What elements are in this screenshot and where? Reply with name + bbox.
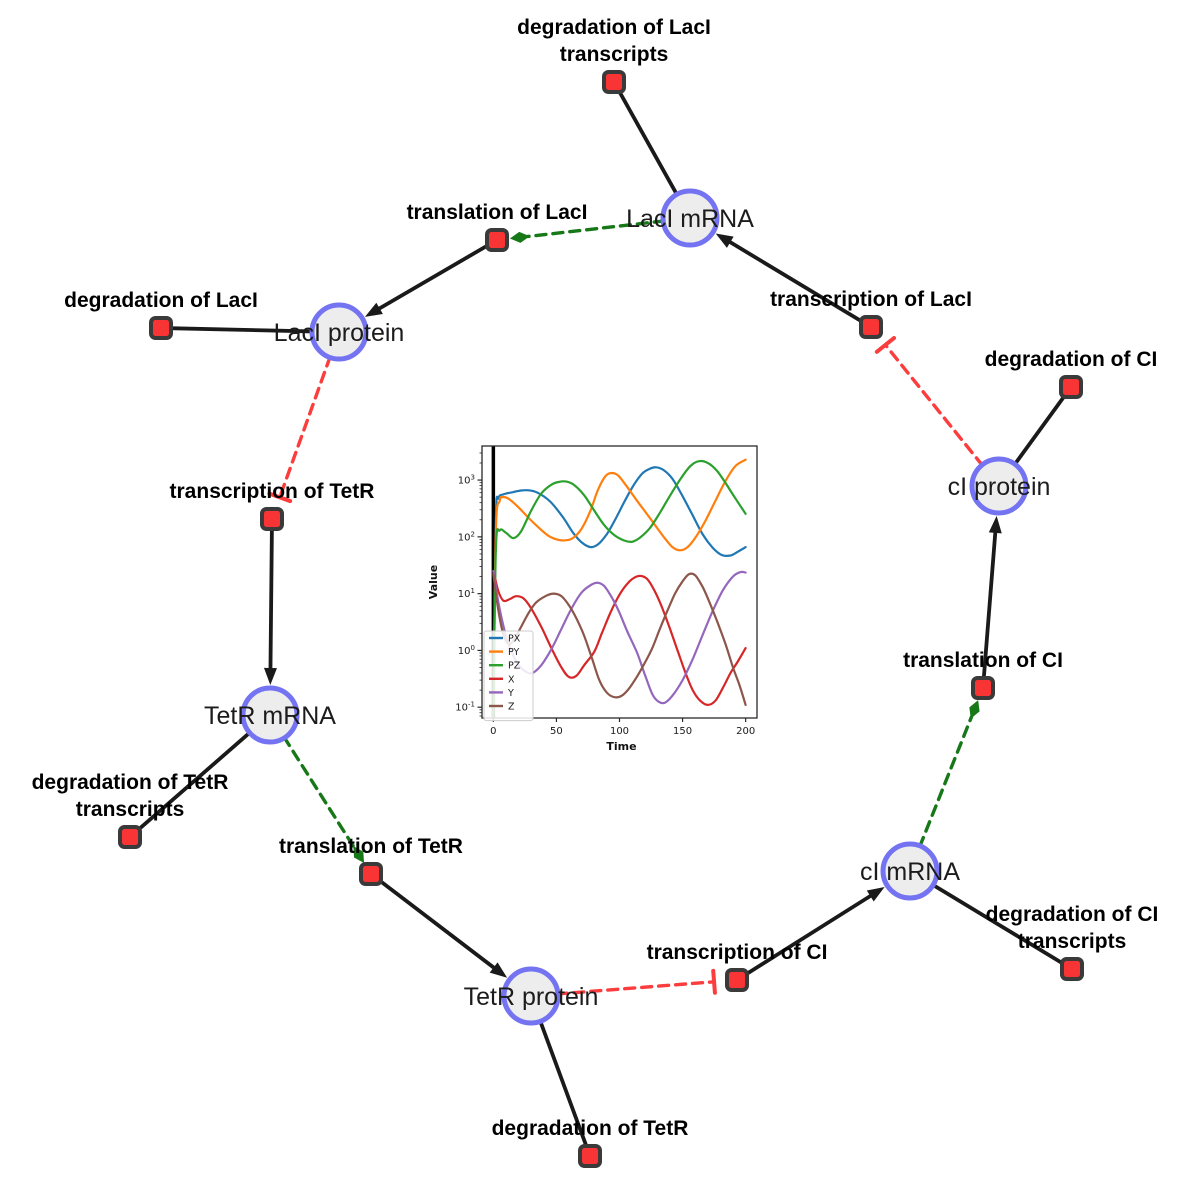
species-label-laci_protein: LacI protein (274, 319, 405, 347)
inhibition-tbar (874, 336, 896, 354)
reaction-label-deg_tetr_tx-line2: transcripts (76, 798, 185, 821)
edge-production-transl_ci-to-ci_protein (981, 515, 1002, 690)
reaction-label-deg_ci-line1: degradation of CI (985, 348, 1158, 371)
reaction-label-deg_laci_tx-line2: transcripts (560, 43, 669, 66)
chart-y-tick-label: 102 (458, 530, 475, 543)
chart-series-Z (492, 572, 747, 706)
reaction-node-tx_laci[interactable] (859, 315, 883, 339)
chart-series-PX (492, 466, 747, 718)
inset-simulation-chart: 0 50 100 150 20010-1100101102103TimeValuePXP… (427, 445, 758, 753)
reaction-label-transl_ci-line1: translation of CI (903, 649, 1063, 672)
edge-production-tx_laci-to-laci_mrna (715, 233, 873, 329)
chart-series-PZ (492, 459, 747, 718)
edge-consumption-ci_protein-to-deg_ci (1012, 391, 1069, 467)
legend-label-PX: PX (508, 634, 521, 645)
chart-y-tick-label: 103 (458, 474, 475, 487)
species-label-laci_mrna: LacI mRNA (626, 205, 754, 233)
reaction-node-deg_ci[interactable] (1059, 375, 1083, 399)
species-node-tetr_protein[interactable] (501, 966, 561, 1026)
nodes-layer (118, 70, 1084, 1168)
chart-x-tick-label: 150 (673, 726, 692, 737)
chart-y-tick-label: 101 (458, 587, 475, 600)
reaction-label-deg_laci-line1: degradation of LacI (64, 289, 258, 312)
chart-y-tick-label: 10-1 (455, 701, 475, 714)
species-label-ci_protein: cI protein (948, 473, 1051, 501)
edges-layer (134, 87, 1069, 1151)
edge-production-tx_tetr-to-tetr_mrna (263, 517, 277, 686)
species-node-tetr_mrna[interactable] (240, 685, 300, 745)
reaction-node-tx_ci[interactable] (725, 968, 749, 992)
labels-layer: LacI mRNA LacI protein TetR mRNA TetR prote… (32, 16, 1159, 1140)
reaction-label-deg_laci_tx-line1: degradation of LacI (517, 16, 711, 39)
chart-xlabel: Time (606, 740, 636, 753)
modifier-diamond-arrowhead (509, 231, 530, 243)
modifier-diamond-arrowhead (969, 700, 980, 719)
chart-series-PY (492, 458, 747, 718)
reaction-node-transl_laci[interactable] (485, 228, 509, 252)
edge-modifier-tetr_mrna-to-transl_tetr (282, 735, 365, 864)
chart-x-tick-label: 200 (736, 726, 755, 737)
species-label-tetr_protein: TetR protein (464, 983, 599, 1011)
species-node-laci_mrna[interactable] (660, 188, 720, 248)
edge-consumption-tetr_mrna-to-deg_tetr_tx (134, 730, 253, 834)
modifier-diamond-arrowhead (353, 846, 365, 864)
species-node-ci_protein[interactable] (969, 456, 1029, 516)
edge-production-transl_laci-to-laci_protein (364, 238, 499, 317)
reaction-label-transl_laci-line1: translation of LacI (407, 201, 588, 224)
edge-consumption-laci_mrna-to-deg_laci_tx (616, 87, 680, 198)
reaction-label-deg_ci_tx-line2: transcripts (1018, 930, 1127, 953)
reaction-label-deg_tetr-line1: degradation of TetR (492, 1117, 689, 1140)
reaction-node-deg_ci_tx[interactable] (1060, 957, 1084, 981)
legend-label-PY: PY (508, 647, 520, 658)
reaction-label-tx_laci-line1: transcription of LacI (770, 288, 972, 311)
chart-legend-box (483, 630, 534, 722)
reaction-node-deg_laci[interactable] (149, 316, 173, 340)
species-node-ci_mrna[interactable] (880, 841, 940, 901)
reaction-label-transl_tetr-line1: translation of TetR (279, 835, 463, 858)
edge-consumption-tetr_protein-to-deg_tetr (538, 1018, 590, 1151)
chart-curves (491, 446, 747, 718)
edge-consumption-ci_mrna-to-deg_ci_tx (930, 882, 1068, 967)
chart-series-X (492, 569, 747, 707)
inhibition-tbar (711, 968, 717, 995)
reaction-label-deg_tetr_tx-line1: degradation of TetR (32, 771, 229, 794)
edge-inhibition-ci_protein-to-tx_laci (874, 336, 985, 468)
legend-label-Z: Z (508, 702, 515, 713)
chart-x-tick-label: 100 (610, 726, 629, 737)
legend-label-PZ: PZ (508, 661, 521, 672)
chart-ylabel: Value (427, 565, 440, 599)
edge-inhibition-laci_protein-to-tx_tetr (267, 354, 332, 504)
edge-production-transl_tetr-to-tetr_protein (369, 872, 508, 978)
edge-modifier-ci_mrna-to-transl_ci (917, 700, 980, 849)
reaction-node-tx_tetr[interactable] (260, 507, 284, 531)
chart-y-tick-label: 100 (458, 644, 475, 657)
reaction-label-deg_ci_tx-line1: degradation of CI (986, 903, 1159, 926)
reaction-node-deg_tetr[interactable] (578, 1144, 602, 1168)
chart-x-tick-label: 50 (550, 726, 563, 737)
legend-label-X: X (508, 674, 515, 685)
chart-x-tick-label: 0 (490, 726, 496, 737)
species-node-laci_protein[interactable] (309, 302, 369, 362)
edge-production-tx_ci-to-ci_mrna (735, 886, 885, 982)
reaction-label-tx_tetr-line1: transcription of TetR (170, 480, 375, 503)
reaction-label-tx_ci-line1: transcription of CI (647, 941, 828, 964)
chart-legend: PX PY PZ XYZ (483, 630, 534, 722)
edge-inhibition-tetr_protein-to-tx_ci (555, 968, 717, 996)
reaction-node-deg_tetr_tx[interactable] (118, 825, 142, 849)
reaction-node-transl_tetr[interactable] (359, 862, 383, 886)
inhibition-tbar (267, 491, 293, 504)
edge-consumption-laci_protein-to-deg_laci (167, 326, 315, 334)
species-label-tetr_mrna: TetR mRNA (204, 702, 336, 730)
edge-modifier-laci_mrna-to-transl_laci (509, 219, 666, 243)
reaction-node-transl_ci[interactable] (971, 676, 995, 700)
legend-label-Y: Y (507, 688, 514, 699)
reaction-node-deg_laci_tx[interactable] (602, 70, 626, 94)
species-label-ci_mrna: cI mRNA (860, 858, 960, 886)
